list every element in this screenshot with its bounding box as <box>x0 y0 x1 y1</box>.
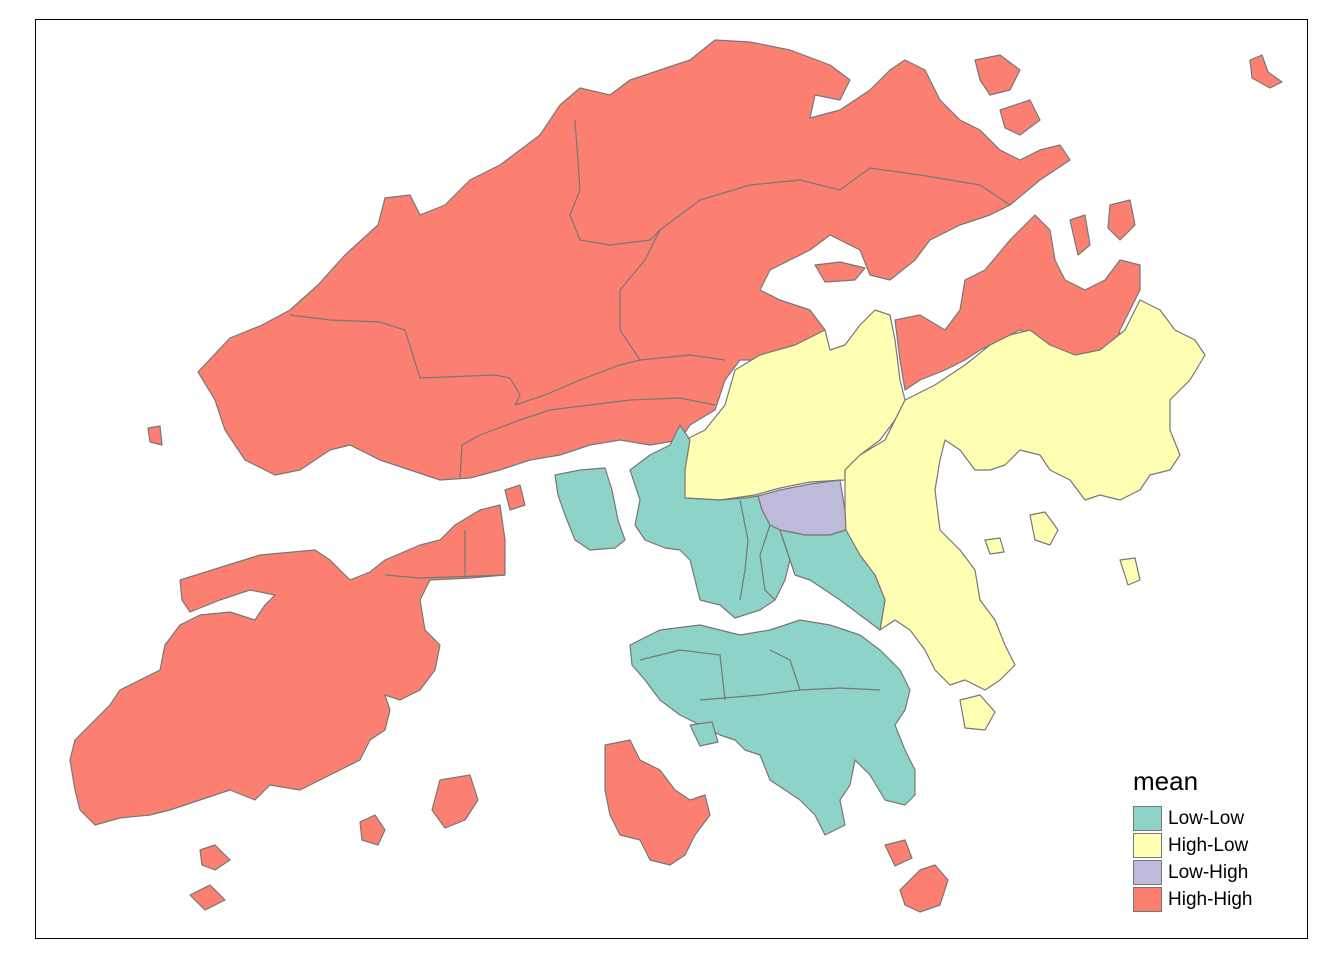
island-east-hk-3 <box>1119 557 1141 586</box>
island-hk-south <box>689 721 719 747</box>
legend: mean Low-Low High-Low Low-High High-High <box>1133 766 1252 913</box>
boundary-west-tuen-mun <box>289 314 521 406</box>
island-lamma-2 <box>199 844 231 871</box>
map-frame <box>35 19 1308 939</box>
boundary-north-west-central <box>569 119 661 246</box>
island-east-hk <box>1029 511 1059 546</box>
region-hong-kong-island <box>629 619 916 836</box>
boundary-hk-island-1 <box>639 649 726 701</box>
island-lamma-3 <box>189 884 226 911</box>
legend-title: mean <box>1133 766 1199 796</box>
island-lantau-north <box>504 484 526 511</box>
boundary-kowloon-east <box>759 524 776 601</box>
legend-label-low-low: Low-Low <box>1168 807 1245 829</box>
legend-item-high-high: High-High <box>1133 886 1252 913</box>
legend-item-low-high: Low-High <box>1133 859 1252 886</box>
boundary-lantau-split <box>384 574 506 579</box>
region-sai-kung-north <box>894 214 1141 391</box>
legend-label-low-high: Low-High <box>1168 861 1249 883</box>
region-east-kowloon <box>779 529 886 631</box>
boundary-north-central-east <box>659 167 1011 231</box>
region-east-new-territories <box>679 309 906 501</box>
island-far-east <box>1249 54 1283 89</box>
island-cheung-chau <box>359 814 386 846</box>
legend-label-high-low: High-Low <box>1168 834 1249 856</box>
boundary-hk-island-3 <box>769 649 801 691</box>
island-east-hk-4 <box>984 537 1005 555</box>
boundary-tsuen-wan <box>459 397 716 479</box>
legend-item-low-low: Low-Low <box>1133 805 1252 832</box>
region-lantau <box>69 504 506 826</box>
island-east-2 <box>1069 214 1091 256</box>
island-peng-chau <box>431 774 479 829</box>
island-north-east-2 <box>999 99 1041 136</box>
legend-swatch-low-low <box>1133 806 1162 831</box>
legend-item-high-low: High-Low <box>1133 832 1252 859</box>
boundary-kowloon-west <box>739 499 749 601</box>
boundary-yuen-long <box>619 229 661 361</box>
legend-swatch-high-low <box>1133 833 1162 858</box>
region-tsing-yi <box>554 467 626 551</box>
region-sai-kung <box>844 299 1206 691</box>
legend-label-high-high: High-High <box>1168 888 1253 910</box>
region-lamma <box>604 739 711 866</box>
island-south-east <box>899 864 949 913</box>
island-west-1 <box>147 425 163 446</box>
island-north-bay <box>814 261 866 283</box>
legend-swatch-low-high <box>1133 860 1162 885</box>
island-north-east-1 <box>974 54 1021 96</box>
boundary-tuen-mun-east <box>514 354 726 406</box>
island-east-1 <box>1107 199 1136 241</box>
island-east-hk-2 <box>959 694 996 731</box>
region-north-west <box>197 39 1071 481</box>
region-west-kowloon <box>629 424 791 619</box>
legend-swatch-high-high <box>1133 887 1162 912</box>
island-south-mid <box>884 839 913 867</box>
